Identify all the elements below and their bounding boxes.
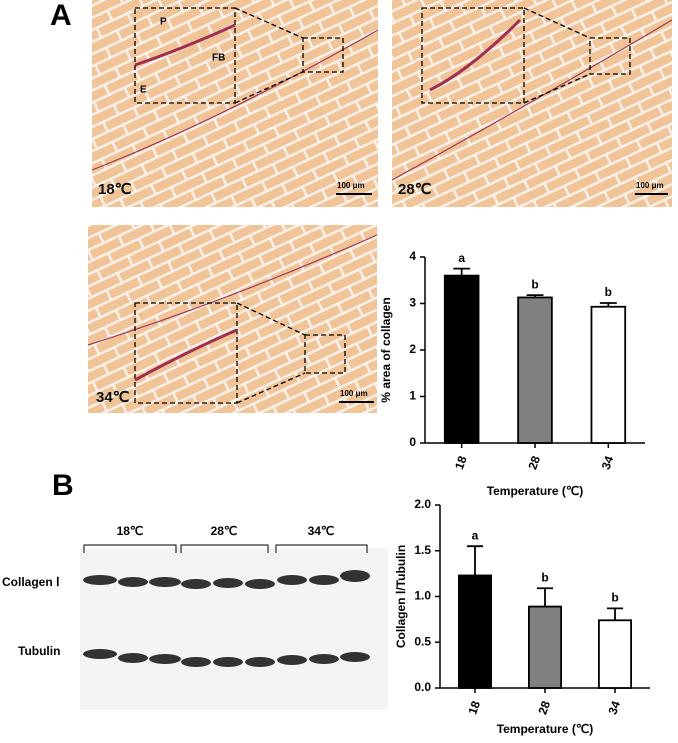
x-axis-label: Temperature (℃) (497, 722, 594, 736)
y-axis-label: % area of collagen (379, 297, 393, 402)
y-tick-label: 3 (409, 296, 416, 310)
significance-label: b (541, 570, 548, 584)
x-tick-label: 18 (452, 454, 470, 472)
temperature-label: 34℃ (96, 389, 130, 406)
y-tick-label: 0.0 (414, 680, 431, 694)
y-tick-label: 1.5 (414, 543, 431, 557)
y-tick-label: 1.0 (414, 589, 431, 603)
marker: E (140, 85, 147, 96)
significance-label: a (472, 528, 479, 542)
temperature-label: 18℃ (98, 181, 132, 198)
y-tick-label: 2 (409, 342, 416, 356)
row-label: Collagen Ⅰ (2, 575, 60, 589)
scale-bar: 100 μm (340, 389, 368, 398)
micrograph: 28℃ 100 μm (391, 0, 673, 207)
scale-bar: 100 μm (636, 181, 664, 190)
y-tick-label: 0.5 (414, 634, 431, 648)
significance-label: b (605, 285, 612, 299)
x-tick-label: 28 (525, 454, 543, 472)
x-tick-label: 28 (535, 699, 553, 717)
x-tick-label: 34 (599, 454, 617, 472)
lane-label: 18℃ (117, 524, 144, 538)
panel-label: B (52, 469, 74, 502)
x-axis-label: Temperature (℃) (487, 484, 584, 498)
y-tick-label: 1 (409, 389, 416, 403)
marker: FB (212, 53, 225, 64)
y-axis-label: Collagen Ⅰ/Tubulin (394, 545, 408, 648)
significance-label: a (458, 251, 465, 265)
bar (598, 619, 633, 689)
bar (457, 574, 492, 689)
significance-label: b (531, 277, 538, 291)
temperature-label: 28℃ (398, 181, 432, 198)
x-tick-label: 18 (465, 699, 483, 717)
y-tick-label: 2.0 (414, 497, 431, 511)
bar (590, 305, 627, 444)
micrograph: 34℃ 100 μm (87, 225, 378, 413)
x-tick-label: 34 (605, 699, 623, 717)
significance-label: b (611, 591, 618, 605)
panel-label: A (50, 0, 72, 32)
y-tick-label: 0 (409, 435, 416, 449)
bar (443, 274, 480, 444)
scale-bar: 100 μm (337, 181, 365, 190)
micrograph: P FB E 18℃ 100 μm (91, 0, 379, 207)
lane-label: 34℃ (308, 524, 335, 538)
bar (517, 296, 553, 444)
western-blot: 18℃ 28℃ 34℃ Collagen Ⅰ Tubulin (2, 524, 388, 710)
lane-label: 28℃ (211, 524, 238, 538)
y-tick-label: 4 (409, 249, 416, 263)
marker: P (160, 17, 167, 28)
bar (528, 605, 563, 689)
row-label: Tubulin (18, 644, 60, 658)
